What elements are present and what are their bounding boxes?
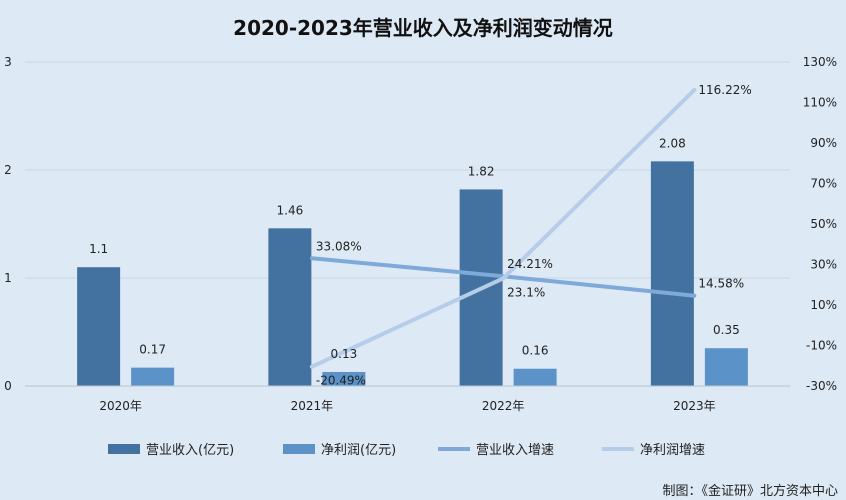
bar [650,161,694,386]
bar [704,348,748,386]
line-point [310,365,314,369]
line-data-label: 33.08% [316,239,362,253]
line-point [692,88,696,92]
line-series [309,87,697,369]
bar-series [77,161,748,386]
y-left-tick-label: 1 [4,271,12,285]
series-line [309,87,697,369]
legend-label: 营业收入增速 [476,443,554,458]
bar [77,267,121,386]
line-data-label: 14.58% [698,277,744,291]
bar [513,368,557,386]
legend-label: 净利润增速 [640,443,705,458]
bar-data-label: 0.17 [139,343,166,357]
data-labels: 1.1 1.46 1.82 2.08 0.17 0.13 0.16 0.35 33.08% 24.… [89,83,752,388]
x-tick-label: 2022年 [482,399,525,413]
y-right-tick-label: 10% [810,298,837,312]
line-data-label: -20.49% [316,374,366,388]
x-tick-label: 2021年 [291,399,334,413]
line-data-label: 23.1% [507,285,545,299]
line-point [501,276,505,280]
line-data-label: 116.22% [698,83,751,97]
y-right-tick-label: 30% [810,258,837,272]
legend: 营业收入(亿元) 净利润(亿元) 营业收入增速 净利润增速 [108,443,705,458]
y-right-tick-label: 110% [803,96,837,110]
line-point [310,256,314,260]
bar-data-label: 1.1 [89,242,108,256]
legend-swatch [283,444,315,454]
y-left-tick-label: 2 [4,163,12,177]
bar-data-label: 1.82 [468,164,495,178]
axes: 0 1 2 3 -30% -10% 10% 30% 50% 70% 90% 110% 130% 2020年… [4,55,837,413]
line-data-label: 24.21% [507,257,553,271]
bar-data-label: 0.16 [522,344,549,358]
bar [322,371,366,386]
y-right-tick-label: -10% [806,339,837,353]
y-right-tick-label: 50% [810,217,837,231]
y-right-tick-label: -30% [806,379,837,393]
legend-label: 净利润(亿元) [321,443,396,458]
chart-title: 2020-2023年营业收入及净利润变动情况 [233,16,613,40]
legend-label: 营业收入(亿元) [146,443,234,458]
bar [131,367,175,386]
y-left-tick-label: 0 [4,379,12,393]
y-left-tick-label: 3 [4,55,12,69]
y-right-tick-label: 130% [803,55,837,69]
x-tick-label: 2023年 [673,399,716,413]
source-credit: 制图：《金证研》北方资本中心 [662,483,838,499]
bar-data-label: 0.35 [713,323,740,337]
bar-data-label: 2.08 [659,136,686,150]
bar [268,228,312,386]
x-tick-label: 2020年 [99,399,142,413]
bar-data-label: 0.13 [331,347,358,361]
legend-swatch [108,444,140,454]
line-point [692,294,696,298]
y-right-tick-label: 90% [810,136,837,150]
y-right-tick-label: 70% [810,177,837,191]
bar-data-label: 1.46 [277,203,304,217]
